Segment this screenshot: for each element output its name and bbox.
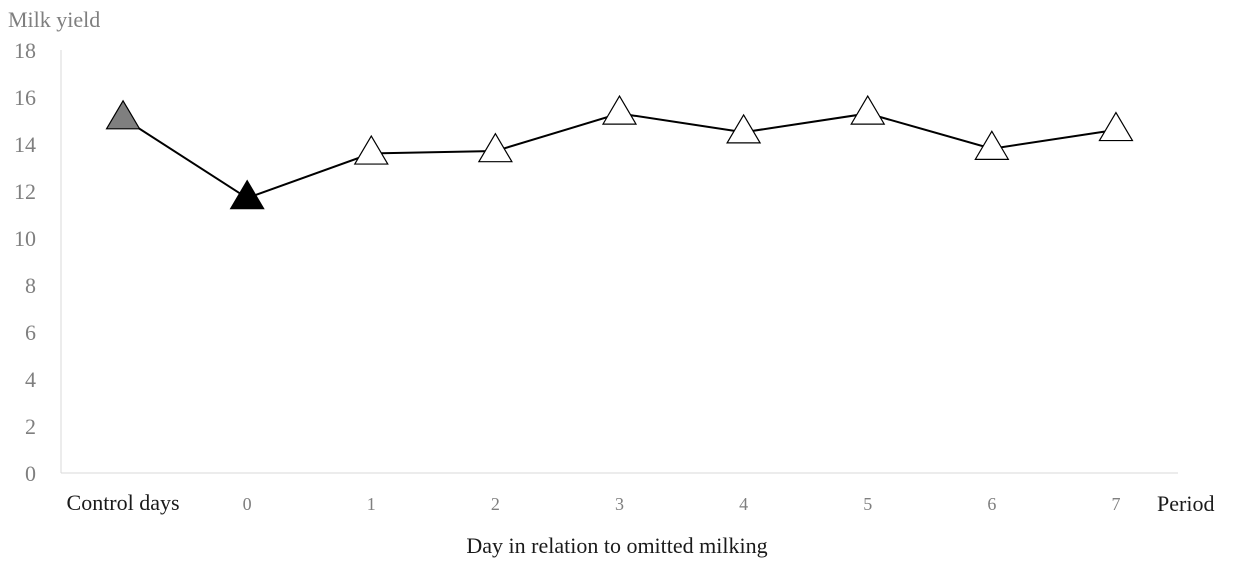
x-tick-label: 5 xyxy=(863,494,872,514)
data-point-marker xyxy=(601,94,638,125)
y-tick-label: 8 xyxy=(25,273,36,298)
x-tick-label: 3 xyxy=(615,494,624,514)
x-axis-end-label: Period xyxy=(1157,491,1214,516)
data-point-marker xyxy=(726,113,762,144)
data-point-marker xyxy=(105,99,141,130)
y-tick-label: 10 xyxy=(14,226,36,251)
data-point-marker xyxy=(850,94,886,125)
data-point-marker xyxy=(229,179,265,210)
y-tick-label: 0 xyxy=(25,461,36,486)
x-axis-ticks: Control days 0 1 2 3 4 5 6 7 xyxy=(67,490,1121,515)
series-markers xyxy=(105,94,1134,210)
y-tick-label: 16 xyxy=(14,85,36,110)
series-line xyxy=(122,112,1117,200)
x-tick-label: Control days xyxy=(67,490,180,515)
data-point-marker xyxy=(1098,111,1134,142)
x-tick-label: 6 xyxy=(987,494,996,514)
y-tick-label: 2 xyxy=(25,414,36,439)
x-tick-label: 2 xyxy=(491,494,500,514)
data-point-marker xyxy=(974,130,1010,160)
x-tick-label: 4 xyxy=(739,494,748,514)
data-point-marker xyxy=(477,132,513,163)
y-axis-title: Milk yield xyxy=(8,7,100,32)
x-axis-title: Day in relation to omitted milking xyxy=(466,533,767,558)
y-tick-label: 12 xyxy=(14,179,36,204)
y-tick-label: 18 xyxy=(14,38,36,63)
y-axis-ticks: 0 2 4 6 8 10 12 14 16 18 xyxy=(14,38,36,486)
x-tick-label: 1 xyxy=(367,494,376,514)
data-point-marker xyxy=(353,134,389,165)
x-tick-label: 0 xyxy=(243,494,252,514)
x-tick-label: 7 xyxy=(1111,494,1120,514)
y-tick-label: 6 xyxy=(25,320,36,345)
y-tick-label: 4 xyxy=(25,367,36,392)
y-tick-label: 14 xyxy=(14,132,36,157)
